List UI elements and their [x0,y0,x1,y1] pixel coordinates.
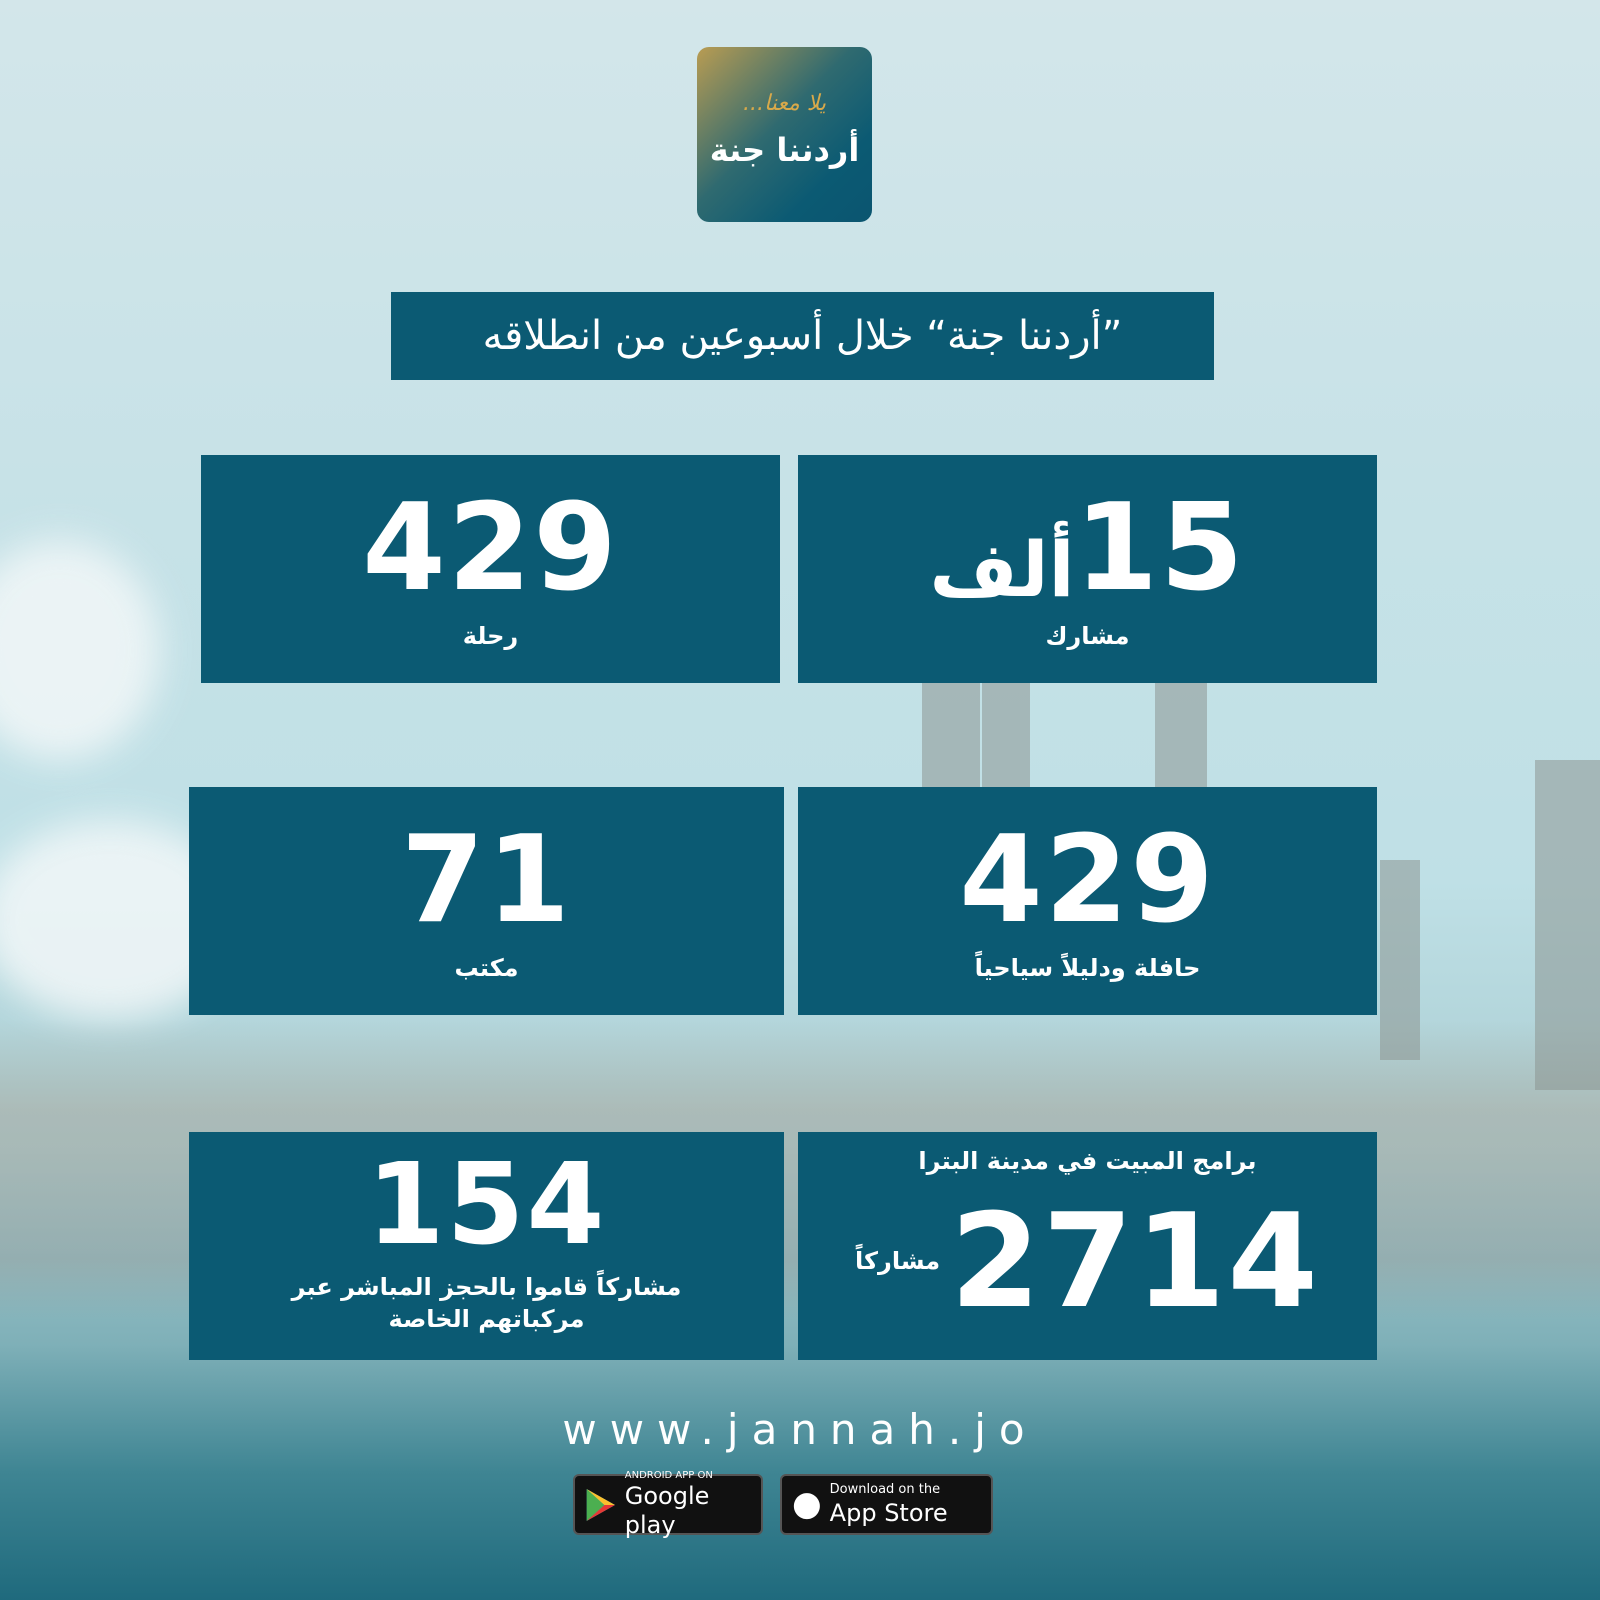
google-play-button[interactable]: ANDROID APP ON Google play [573,1470,763,1539]
column [982,683,1030,793]
stat-participants: ألف 15 مشارك [798,455,1377,683]
stat-petra: برامج المبيت في مدينة البترا مشاركاً 271… [798,1132,1377,1360]
stat-label: حافلة ودليلاً سياحياً [974,954,1201,982]
stat-value: 15 [1074,479,1246,618]
column [1155,683,1207,793]
stat-buses: 429 حافلة ودليلاً سياحياً [798,787,1377,1015]
app-store-button[interactable]: ● Download on the App Store [780,1474,993,1535]
column [1535,760,1600,1090]
logo-name: أردننا جنة [709,131,860,169]
stat-label: مشاركاً قاموا بالحجز المباشر عبر مركباته… [291,1273,682,1333]
logo: يلا معنا... أردننا جنة [697,47,872,222]
stat-value: 154 [366,1140,607,1270]
website-link[interactable]: www.jannah.jo [562,1405,1038,1454]
stat-trips: 429 رحلة [201,455,780,683]
column [922,683,980,793]
badge-small: ANDROID APP ON [624,1470,713,1482]
column [1380,860,1420,1060]
stat-value: 2714 [950,1185,1320,1338]
cloud [0,540,160,760]
apple-icon: ● [792,1484,822,1525]
google-play-icon [586,1488,616,1521]
badge-big: Google play [624,1482,710,1539]
badge-big: App Store [829,1498,948,1527]
stat-label: مشاركاً [855,1246,941,1275]
badge-small: Download on the [829,1481,941,1497]
stat-label: مشارك [1045,622,1130,650]
headline: ”أردننا جنة“ خلال أسبوعين من انطلاقه [391,292,1214,380]
logo-tagline: يلا معنا... [743,91,826,116]
stat-value: 429 [959,811,1216,950]
stat-direct-booking: 154 مشاركاً قاموا بالحجز المباشر عبر مرك… [189,1132,784,1360]
stat-label: رحلة [462,622,519,650]
stat-title: برامج المبيت في مدينة البترا [918,1147,1257,1175]
stat-value: 429 [362,479,619,618]
stat-unit: ألف [929,524,1075,614]
stat-offices: 71 مكتب [189,787,784,1015]
stat-label: مكتب [454,954,519,982]
stat-value: 71 [401,811,572,950]
